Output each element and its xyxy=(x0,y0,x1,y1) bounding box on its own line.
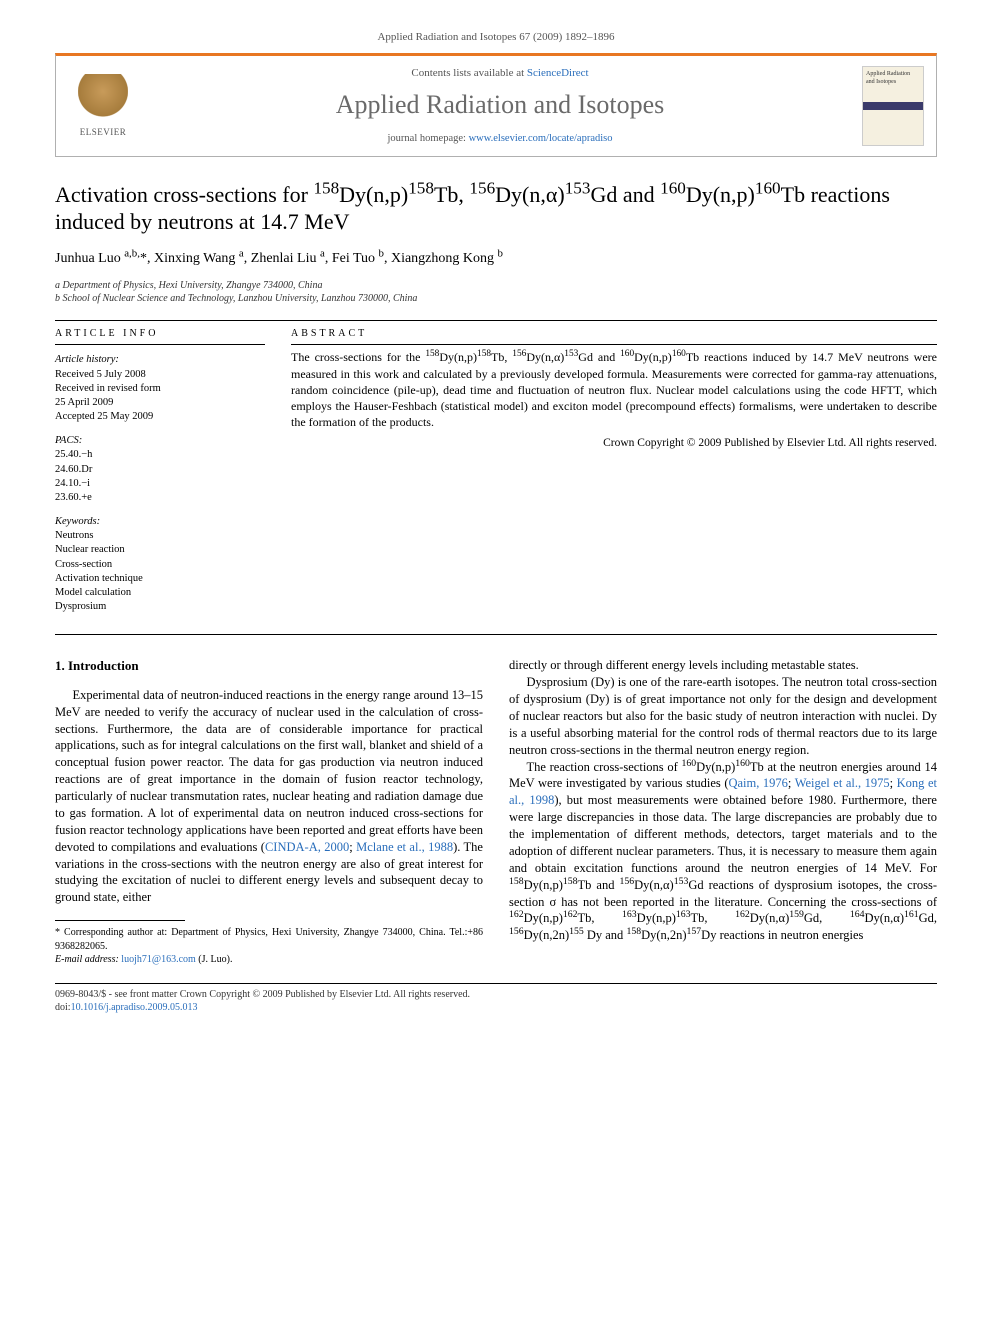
contents-prefix: Contents lists available at xyxy=(411,67,526,79)
abstract-column: ABSTRACT The cross-sections for the 158D… xyxy=(291,327,937,624)
keyword: Activation technique xyxy=(55,572,265,586)
abstract-copyright: Crown Copyright © 2009 Published by Else… xyxy=(291,436,937,452)
section-1-heading: 1. Introduction xyxy=(55,657,483,675)
publisher-logo: ELSEVIER xyxy=(68,74,138,138)
pacs-label: PACS: xyxy=(55,434,265,448)
keyword: Cross-section xyxy=(55,558,265,572)
contents-available-line: Contents lists available at ScienceDirec… xyxy=(138,66,862,81)
corr-author-text: * Corresponding author at: Department of… xyxy=(55,926,483,953)
homepage-line: journal homepage: www.elsevier.com/locat… xyxy=(138,132,862,146)
article-info-heading: ARTICLE INFO xyxy=(55,327,265,341)
homepage-link[interactable]: www.elsevier.com/locate/apradiso xyxy=(469,133,613,144)
footnote-separator xyxy=(55,920,185,921)
affiliation-a: a Department of Physics, Hexi University… xyxy=(55,279,937,293)
divider xyxy=(55,320,937,321)
body-two-column: 1. Introduction Experimental data of neu… xyxy=(55,657,937,966)
divider xyxy=(55,634,937,635)
keyword: Nuclear reaction xyxy=(55,543,265,557)
sciencedirect-link[interactable]: ScienceDirect xyxy=(527,67,589,79)
keyword: Neutrons xyxy=(55,529,265,543)
divider xyxy=(55,344,265,345)
elsevier-tree-icon xyxy=(78,74,128,124)
abstract-heading: ABSTRACT xyxy=(291,327,937,341)
keyword: Dysprosium xyxy=(55,600,265,614)
authors-line: Junhua Luo a,b,*, Xinxing Wang a, Zhenla… xyxy=(55,250,937,269)
article-title: Activation cross-sections for 158Dy(n,p)… xyxy=(55,181,937,236)
corresponding-author-footnote: * Corresponding author at: Department of… xyxy=(55,926,483,967)
left-column: 1. Introduction Experimental data of neu… xyxy=(55,657,483,966)
journal-header: ELSEVIER Contents lists available at Sci… xyxy=(55,53,937,157)
affiliation-b: b School of Nuclear Science and Technolo… xyxy=(55,292,937,306)
citation-line: Applied Radiation and Isotopes 67 (2009)… xyxy=(55,30,937,45)
doi-prefix: doi: xyxy=(55,1002,71,1013)
pacs-code: 25.40.−h xyxy=(55,448,265,462)
article-history-block: Article history: Received 5 July 2008 Re… xyxy=(55,353,265,424)
pacs-code: 24.10.−i xyxy=(55,477,265,491)
homepage-prefix: journal homepage: xyxy=(388,133,469,144)
divider xyxy=(291,344,937,345)
keyword: Model calculation xyxy=(55,586,265,600)
intro-para-2: directly or through different energy lev… xyxy=(509,657,937,674)
intro-para-4: The reaction cross-sections of 160Dy(n,p… xyxy=(509,759,937,945)
page-footer: 0969-8043/$ - see front matter Crown Cop… xyxy=(55,983,937,1015)
journal-title: Applied Radiation and Isotopes xyxy=(138,87,862,122)
abstract-text: The cross-sections for the 158Dy(n,p)158… xyxy=(291,349,937,430)
email-label: E-mail address: xyxy=(55,954,121,965)
publisher-name: ELSEVIER xyxy=(80,126,127,138)
history-line: Accepted 25 May 2009 xyxy=(55,410,265,424)
history-label: Article history: xyxy=(55,353,265,367)
intro-para-1: Experimental data of neutron-induced rea… xyxy=(55,687,483,906)
pacs-code: 24.60.Dr xyxy=(55,463,265,477)
pacs-block: PACS: 25.40.−h 24.60.Dr 24.10.−i 23.60.+… xyxy=(55,434,265,505)
history-line: Received in revised form xyxy=(55,382,265,396)
history-line: Received 5 July 2008 xyxy=(55,368,265,382)
pacs-code: 23.60.+e xyxy=(55,491,265,505)
email-suffix: (J. Luo). xyxy=(196,954,233,965)
right-column: directly or through different energy lev… xyxy=(509,657,937,966)
footer-copyright: 0969-8043/$ - see front matter Crown Cop… xyxy=(55,988,937,1002)
history-line: 25 April 2009 xyxy=(55,396,265,410)
intro-para-3: Dysprosium (Dy) is one of the rare-earth… xyxy=(509,674,937,758)
journal-cover-thumbnail: Applied Radiation and Isotopes xyxy=(862,66,924,146)
affiliations: a Department of Physics, Hexi University… xyxy=(55,279,937,306)
keywords-block: Keywords: Neutrons Nuclear reaction Cros… xyxy=(55,515,265,614)
article-info-column: ARTICLE INFO Article history: Received 5… xyxy=(55,327,265,624)
corr-email-link[interactable]: luojh71@163.com xyxy=(121,954,195,965)
doi-link[interactable]: 10.1016/j.apradiso.2009.05.013 xyxy=(71,1002,198,1013)
keywords-label: Keywords: xyxy=(55,515,265,529)
